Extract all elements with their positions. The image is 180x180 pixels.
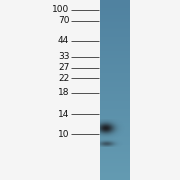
Text: 33: 33	[58, 52, 69, 61]
Text: 100: 100	[52, 5, 69, 14]
Text: 22: 22	[58, 74, 69, 83]
Text: 18: 18	[58, 88, 69, 97]
Text: 10: 10	[58, 130, 69, 139]
Text: 44: 44	[58, 36, 69, 45]
Text: 27: 27	[58, 63, 69, 72]
Text: 14: 14	[58, 110, 69, 119]
Text: 70: 70	[58, 16, 69, 25]
